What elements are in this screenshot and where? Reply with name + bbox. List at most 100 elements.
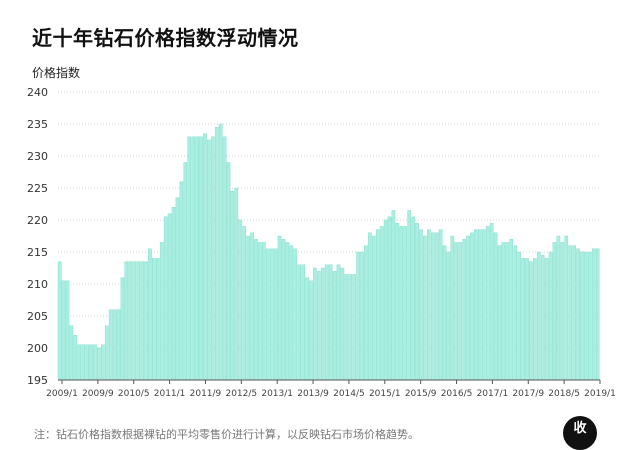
bar xyxy=(238,219,243,381)
bar xyxy=(466,235,470,381)
bar xyxy=(580,251,584,381)
bar xyxy=(258,242,262,381)
bar xyxy=(391,210,396,381)
bar xyxy=(199,136,203,381)
y-tick-label: 220 xyxy=(27,214,48,227)
bar xyxy=(230,190,235,381)
bar xyxy=(584,251,588,381)
bar xyxy=(112,309,117,381)
bar xyxy=(552,242,557,381)
bar xyxy=(317,271,321,381)
bar xyxy=(356,251,360,381)
bar xyxy=(525,258,529,381)
bar xyxy=(591,248,596,381)
x-tick-label: 2018/5 xyxy=(548,389,580,399)
bar xyxy=(273,248,278,381)
x-tick-label: 2009/9 xyxy=(82,389,114,399)
y-tick-labels: 195 200 205 210 215 220 225 230 235 240 xyxy=(27,86,48,387)
bar xyxy=(179,181,184,381)
y-tick-label: 205 xyxy=(27,310,48,323)
x-tick-label: 2017/9 xyxy=(512,389,544,399)
bar xyxy=(108,309,113,381)
x-tick-label: 2019/1 xyxy=(584,389,616,399)
bar xyxy=(324,264,329,381)
collect-badge[interactable]: 收 xyxy=(563,416,597,450)
bars xyxy=(57,123,600,381)
bar xyxy=(120,277,125,381)
bar xyxy=(159,242,164,381)
bar xyxy=(269,248,274,381)
bar xyxy=(497,245,502,381)
bar xyxy=(144,261,148,381)
y-tick-label: 240 xyxy=(27,86,48,99)
bar xyxy=(183,162,188,381)
bar xyxy=(328,264,333,381)
bar xyxy=(254,238,258,381)
y-tick-label: 200 xyxy=(27,342,48,355)
bar xyxy=(387,216,392,381)
bar xyxy=(132,261,137,381)
bar xyxy=(69,325,74,381)
bar xyxy=(191,136,195,381)
y-tick-label: 215 xyxy=(27,246,48,259)
bar xyxy=(61,280,66,381)
bar xyxy=(320,267,325,381)
bar xyxy=(301,264,305,381)
bar xyxy=(462,238,466,381)
bar xyxy=(163,216,168,381)
bar xyxy=(277,235,282,381)
bar xyxy=(540,254,545,381)
bar xyxy=(568,245,573,381)
bar xyxy=(442,245,447,381)
x-tick-label: 2011/1 xyxy=(154,389,186,399)
y-tick-label: 235 xyxy=(27,118,48,131)
bar xyxy=(250,232,254,381)
bar xyxy=(478,229,482,381)
bar xyxy=(136,261,140,381)
bar xyxy=(313,267,317,381)
bar xyxy=(195,136,199,381)
bar xyxy=(430,232,435,381)
bar xyxy=(234,187,239,381)
bar xyxy=(297,264,301,381)
bar xyxy=(207,139,211,381)
bar xyxy=(509,238,514,381)
bar xyxy=(470,232,474,381)
bar xyxy=(336,264,341,381)
bar xyxy=(262,242,266,381)
bar xyxy=(293,248,298,381)
bar xyxy=(148,248,152,381)
bar xyxy=(438,229,443,381)
bar xyxy=(383,219,388,381)
bar xyxy=(155,258,160,381)
bar xyxy=(426,229,431,381)
bar xyxy=(395,222,400,381)
bar xyxy=(454,242,459,381)
bar xyxy=(419,229,423,381)
bar xyxy=(340,267,345,381)
bar xyxy=(489,222,494,381)
bar xyxy=(265,248,270,381)
bar xyxy=(544,258,549,381)
bar xyxy=(368,232,372,381)
bar xyxy=(375,229,380,381)
bar xyxy=(572,245,576,381)
bar xyxy=(175,197,180,381)
bar xyxy=(481,229,486,381)
bar xyxy=(140,261,144,381)
bar xyxy=(595,248,600,381)
bar xyxy=(372,235,376,381)
bar xyxy=(411,216,415,381)
bar xyxy=(399,226,404,381)
y-tick-label: 210 xyxy=(27,278,48,291)
bar xyxy=(548,251,553,381)
bar xyxy=(214,126,219,381)
bar xyxy=(226,162,231,381)
bar xyxy=(348,274,353,381)
bar xyxy=(187,136,192,381)
bar xyxy=(474,229,478,381)
bar xyxy=(556,235,561,381)
x-tick-label: 2010/5 xyxy=(118,389,150,399)
bar xyxy=(407,210,411,381)
